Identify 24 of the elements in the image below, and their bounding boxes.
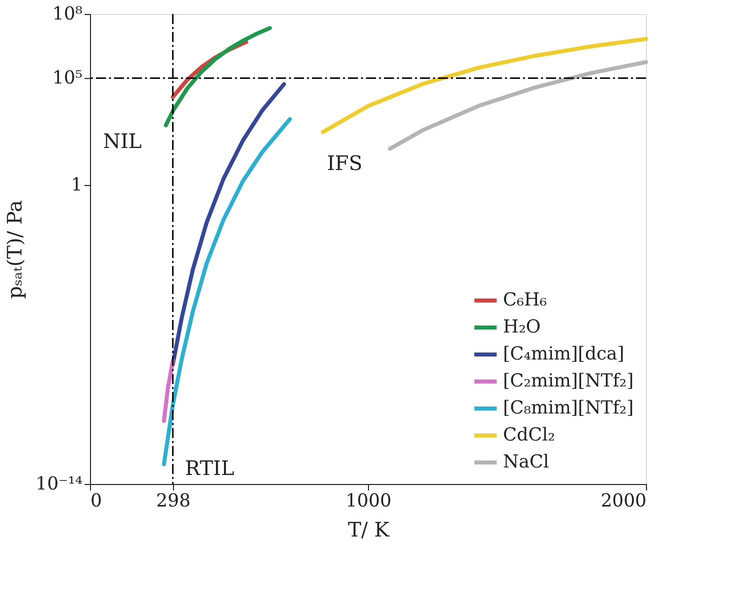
legend-label: CdCl₂ xyxy=(503,424,556,446)
legend-label: H₂O xyxy=(503,316,541,338)
annotation: NIL xyxy=(103,129,142,153)
y-tick-label: 10⁻¹⁴ xyxy=(36,474,82,494)
y-tick-label: 10⁸ xyxy=(52,4,82,24)
x-tick-label: 1000 xyxy=(346,490,392,512)
y-axis-title: pₛₐₜ(T)/ Pa xyxy=(2,200,27,299)
line-series xyxy=(320,36,648,134)
annotation: IFS xyxy=(327,151,362,175)
x-tick-label: 298 xyxy=(156,490,191,512)
x-tick-label: 0 xyxy=(90,490,102,512)
legend-label: [C₈mim][NTf₂] xyxy=(503,398,634,418)
line-series xyxy=(388,60,648,151)
legend-label: [C₂mim][NTf₂] xyxy=(503,370,634,392)
legend-label: [C₄mim][dca] xyxy=(503,344,624,364)
line-series xyxy=(170,82,286,366)
y-tick-label: 10⁵ xyxy=(52,68,82,89)
legend-label: NaCl xyxy=(503,452,550,472)
x-tick-label: 2000 xyxy=(600,490,646,512)
y-tick-label: 1 xyxy=(71,174,82,196)
legend-label: C₆H₆ xyxy=(503,290,547,310)
line-series xyxy=(164,26,272,128)
x-axis-title: T/ K xyxy=(348,518,390,542)
annotation: RTIL xyxy=(185,456,234,480)
